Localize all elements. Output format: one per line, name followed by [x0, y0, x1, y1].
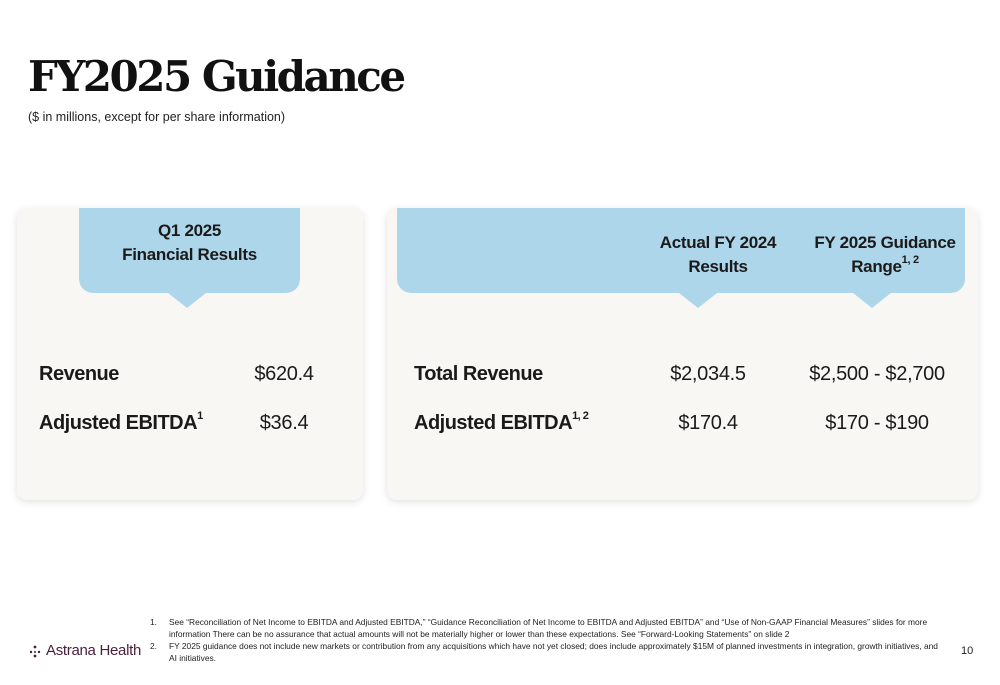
actual-header-line2: Results — [688, 257, 748, 276]
footnote-number: 1. — [150, 617, 157, 627]
left-row-revenue-label: Revenue — [39, 363, 119, 385]
left-row-ebitda-value: $36.4 — [259, 412, 309, 434]
footnote-text: See “Reconciliation of Net Income to EBI… — [169, 617, 928, 639]
fy2025-guidance-header: FY 2025 Guidance Range1, 2 — [789, 231, 981, 279]
footnote-ref: 1, 2 — [572, 410, 589, 423]
footnote-ref: 1, 2 — [901, 254, 919, 267]
page-number: 10 — [961, 645, 974, 657]
logo-mark-icon — [29, 645, 41, 657]
q1-results-header: Q1 2025 Financial Results — [79, 219, 300, 267]
right-row-revenue-label: Total Revenue — [414, 363, 543, 385]
actual-fy2024-header: Actual FY 2024 Results — [632, 231, 804, 279]
actual-header-line1: Actual FY 2024 — [659, 233, 777, 252]
left-row-revenue-value: $620.4 — [254, 363, 314, 385]
right-row-ebitda-label: Adjusted EBITDA1, 2 — [414, 410, 589, 434]
guidance-header-line1: FY 2025 Guidance — [814, 233, 956, 252]
actual-header-pointer — [679, 293, 717, 308]
footnote-ref: 1 — [197, 410, 203, 423]
q1-header-line2: Financial Results — [122, 245, 257, 264]
right-row-revenue-actual: $2,034.5 — [670, 363, 746, 385]
q1-header-pointer — [168, 293, 206, 308]
guidance-header-line2-wrap: Range1, 2 — [789, 255, 981, 279]
guidance-header-line2: Range — [851, 257, 902, 276]
right-row-revenue-guidance: $2,500 - $2,700 — [809, 363, 945, 385]
right-row-ebitda-guidance: $170 - $190 — [825, 412, 929, 434]
page-subtitle: ($ in millions, except for per share inf… — [28, 110, 286, 124]
footnote-item: 1. See “Reconciliation of Net Income to … — [150, 616, 940, 640]
astrana-health-logo: Astrana Health — [28, 642, 141, 659]
right-row-ebitda-actual: $170.4 — [678, 412, 738, 434]
left-row-ebitda-label: Adjusted EBITDA1 — [39, 410, 203, 434]
guidance-header-pointer — [853, 293, 891, 308]
footnote-item: 2. FY 2025 guidance does not include new… — [150, 640, 940, 664]
footnote-text: FY 2025 guidance does not include new ma… — [169, 641, 938, 663]
page-title: FY2025 Guidance — [28, 52, 406, 101]
fy-guidance-card: Actual FY 2024 Results FY 2025 Guidance … — [387, 208, 978, 500]
footnotes: 1. See “Reconciliation of Net Income to … — [150, 616, 940, 664]
q1-results-header-banner: Q1 2025 Financial Results — [79, 208, 300, 293]
fy-guidance-header-banner: Actual FY 2024 Results FY 2025 Guidance … — [397, 208, 965, 293]
q1-results-card: Q1 2025 Financial Results Revenue $620.4… — [17, 208, 363, 500]
footnote-number: 2. — [150, 641, 157, 651]
logo-text: Astrana Health — [46, 642, 142, 659]
q1-header-line1: Q1 2025 — [157, 221, 222, 240]
